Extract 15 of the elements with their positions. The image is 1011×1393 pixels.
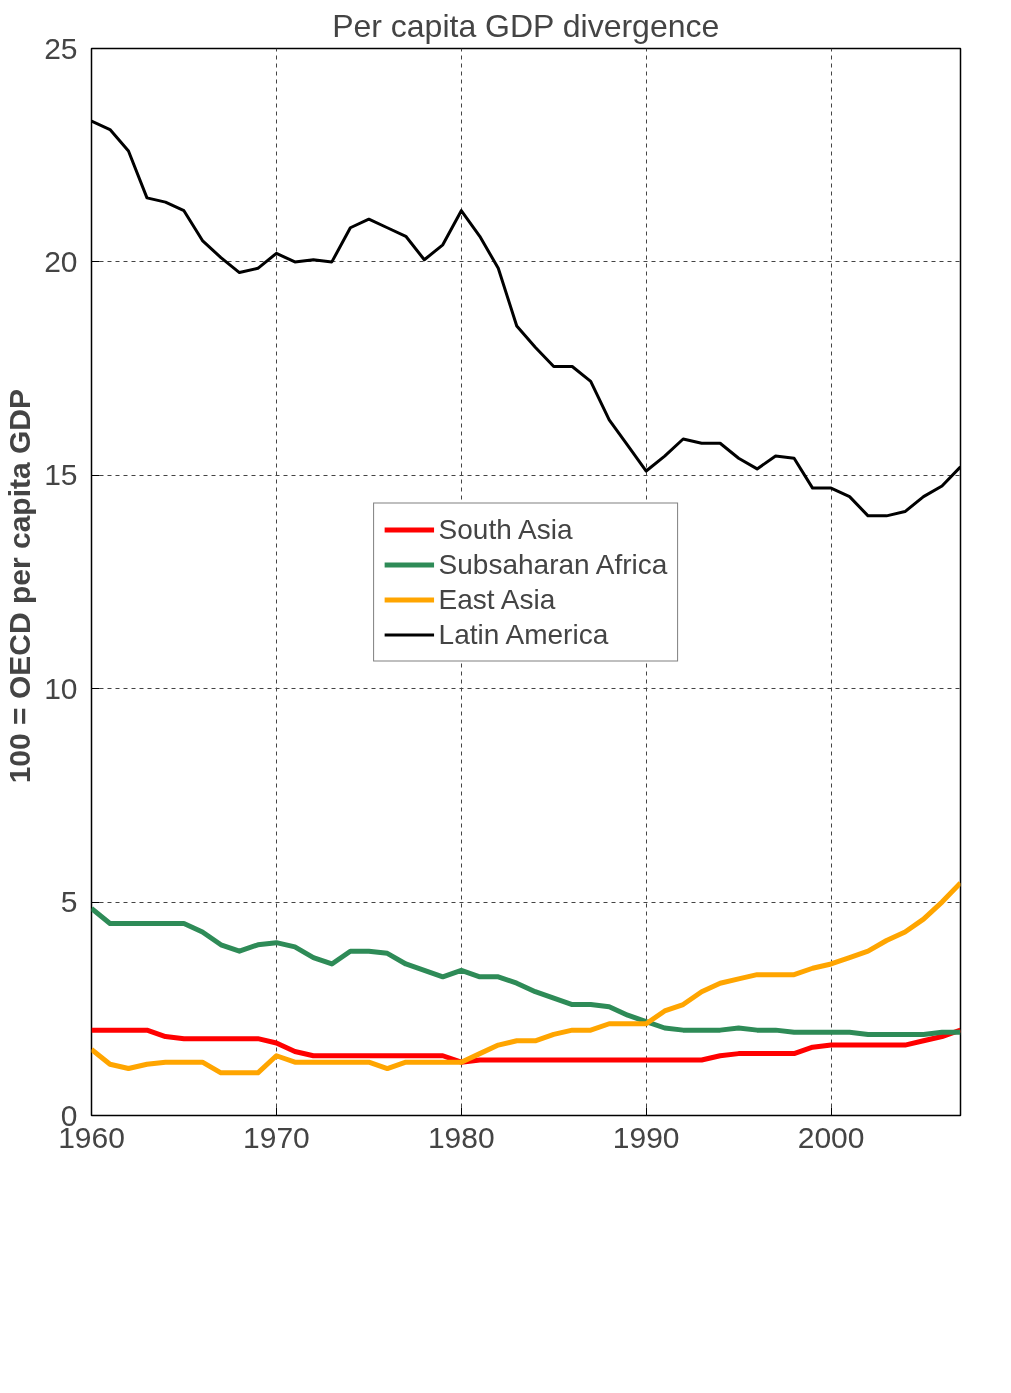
x-tick-label: 1970 [243,1120,310,1154]
y-axis-title: 100 = OECD per capita GDP [3,389,37,784]
y-tick-label: 10 [44,671,78,705]
x-tick-label: 1990 [612,1120,680,1154]
legend-label: Latin America [438,618,609,650]
y-tick-label: 15 [44,458,78,492]
y-tick-label: 5 [60,885,78,919]
y-tick-label: 25 [44,31,78,65]
legend-label: South Asia [438,513,573,545]
x-tick-label: 1980 [427,1120,495,1154]
legend-label: Subsaharan Africa [438,548,668,580]
y-tick-label: 20 [44,244,78,278]
chart-title: Per capita GDP divergence [332,7,720,44]
legend-label: East Asia [438,583,556,615]
x-tick-label: 2000 [797,1120,865,1154]
